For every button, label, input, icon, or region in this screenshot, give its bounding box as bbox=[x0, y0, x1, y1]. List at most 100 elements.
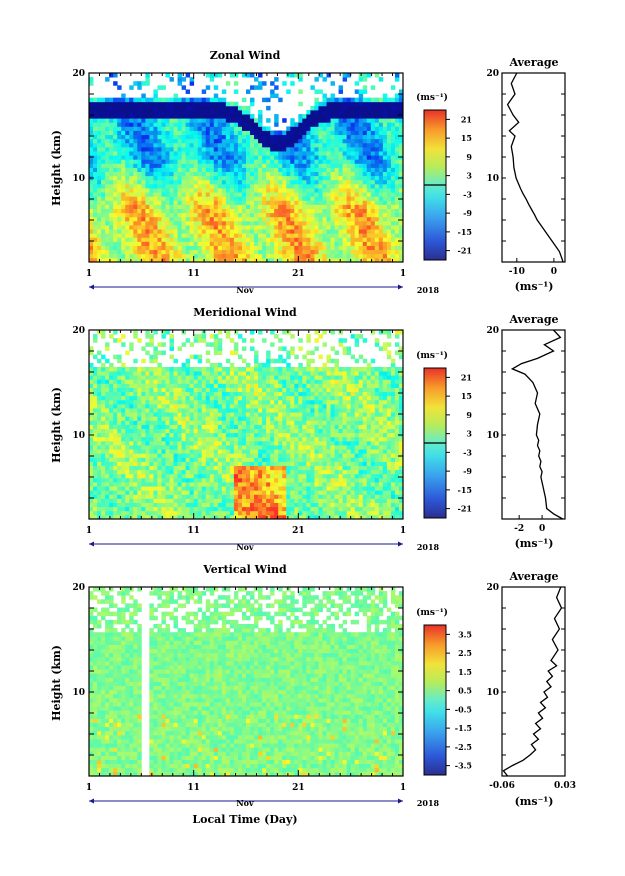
heatmap-cell bbox=[386, 216, 392, 222]
heatmap-cell bbox=[105, 453, 110, 458]
heatmap-cell bbox=[282, 200, 287, 205]
heatmap-cell bbox=[294, 233, 299, 238]
heatmap-cell bbox=[197, 436, 203, 442]
heatmap-cell bbox=[161, 391, 166, 397]
heatmap-cell bbox=[241, 142, 247, 148]
heatmap-cell bbox=[250, 171, 255, 177]
heatmap-cell bbox=[330, 229, 335, 234]
heatmap-cell bbox=[382, 167, 388, 173]
heatmap-cell bbox=[89, 229, 94, 234]
heatmap-cell bbox=[181, 330, 187, 335]
heatmap-cell bbox=[270, 245, 275, 251]
heatmap-cell bbox=[322, 204, 327, 209]
heatmap-cell bbox=[97, 436, 102, 442]
heatmap-cell bbox=[105, 188, 110, 193]
heatmap-cell bbox=[346, 97, 352, 103]
heatmap-cell bbox=[225, 196, 231, 201]
heatmap-cell bbox=[278, 225, 283, 230]
heatmap-cell bbox=[181, 225, 187, 230]
heatmap-cell bbox=[197, 220, 203, 226]
heatmap-cell bbox=[250, 101, 255, 107]
heatmap-cell bbox=[133, 245, 138, 251]
heatmap-cell bbox=[229, 403, 235, 409]
heatmap-cell bbox=[358, 93, 364, 99]
heatmap-cell bbox=[185, 175, 191, 181]
heatmap-cell bbox=[237, 245, 243, 251]
heatmap-cell bbox=[294, 212, 299, 218]
heatmap-cell bbox=[250, 436, 255, 442]
heatmap-cell bbox=[330, 241, 335, 246]
heatmap-cell bbox=[237, 249, 243, 255]
heatmap-cell bbox=[181, 477, 187, 483]
heatmap-cell bbox=[229, 383, 235, 388]
heatmap-cell bbox=[250, 237, 255, 242]
heatmap-cell bbox=[278, 229, 283, 234]
heatmap-cell bbox=[93, 395, 98, 401]
heatmap-cell bbox=[366, 97, 372, 103]
heatmap-cell bbox=[97, 233, 102, 238]
heatmap-cell bbox=[334, 192, 339, 197]
heatmap-cell bbox=[173, 130, 178, 136]
heatmap-cell bbox=[125, 477, 130, 483]
heatmap-cell bbox=[322, 146, 327, 152]
heatmap-cell bbox=[165, 366, 170, 372]
heatmap-cell bbox=[258, 225, 263, 230]
heatmap-cell bbox=[229, 142, 235, 148]
heatmap-cell bbox=[394, 73, 400, 78]
heatmap-cell bbox=[121, 477, 126, 483]
heatmap-cell bbox=[282, 81, 287, 86]
heatmap-cell bbox=[185, 220, 191, 226]
heatmap-cell bbox=[213, 473, 219, 479]
heatmap-cell bbox=[338, 97, 344, 103]
heatmap-cell bbox=[241, 371, 247, 376]
heatmap-cell bbox=[314, 192, 319, 197]
heatmap-cell bbox=[89, 216, 94, 222]
heatmap-cell bbox=[306, 245, 311, 251]
heatmap-cell bbox=[161, 449, 166, 454]
heatmap-cell bbox=[233, 204, 239, 209]
heatmap-cell bbox=[193, 473, 199, 479]
heatmap-cell bbox=[209, 428, 215, 434]
heatmap-cell bbox=[129, 208, 134, 214]
heatmap-cell bbox=[217, 465, 223, 471]
heatmap-cell bbox=[398, 146, 404, 152]
heatmap-cell bbox=[250, 490, 255, 495]
heatmap-cell bbox=[254, 175, 259, 181]
heatmap-cell bbox=[93, 498, 98, 503]
heatmap-cell bbox=[209, 134, 215, 140]
heatmap-cell bbox=[145, 445, 150, 450]
heatmap-cell bbox=[225, 469, 231, 475]
heatmap-cell bbox=[233, 420, 239, 425]
heatmap-cell bbox=[125, 241, 130, 246]
heatmap-cell bbox=[169, 192, 174, 197]
heatmap-cell bbox=[209, 220, 215, 226]
heatmap-cell bbox=[250, 473, 255, 479]
heatmap-cell bbox=[342, 253, 348, 259]
heatmap-cell bbox=[181, 229, 187, 234]
heatmap-cell bbox=[237, 241, 243, 246]
heatmap-cell bbox=[358, 225, 364, 230]
heatmap-cell bbox=[221, 200, 227, 205]
heatmap-cell bbox=[137, 122, 142, 127]
heatmap-cell bbox=[286, 155, 291, 160]
heatmap-cell bbox=[133, 241, 138, 246]
heatmap-cell bbox=[225, 461, 231, 466]
heatmap-cell bbox=[322, 109, 327, 115]
heatmap-cell bbox=[237, 461, 243, 466]
heatmap-cell bbox=[97, 220, 102, 226]
heatmap-cell bbox=[105, 506, 110, 512]
heatmap-cell bbox=[165, 453, 170, 458]
heatmap-cell bbox=[93, 212, 98, 218]
heatmap-cell bbox=[237, 506, 243, 512]
x-tick-label: 1 bbox=[86, 269, 92, 279]
heatmap-cell bbox=[229, 482, 235, 487]
heatmap-cell bbox=[129, 241, 134, 246]
heatmap-cell bbox=[246, 151, 251, 156]
heatmap-cell bbox=[378, 257, 384, 263]
heatmap-cell bbox=[141, 101, 146, 107]
heatmap-cell bbox=[125, 366, 130, 372]
heatmap-cell bbox=[193, 225, 199, 230]
heatmap-cell bbox=[217, 167, 223, 173]
heatmap-cell bbox=[137, 453, 142, 458]
heatmap-cell bbox=[302, 249, 307, 255]
